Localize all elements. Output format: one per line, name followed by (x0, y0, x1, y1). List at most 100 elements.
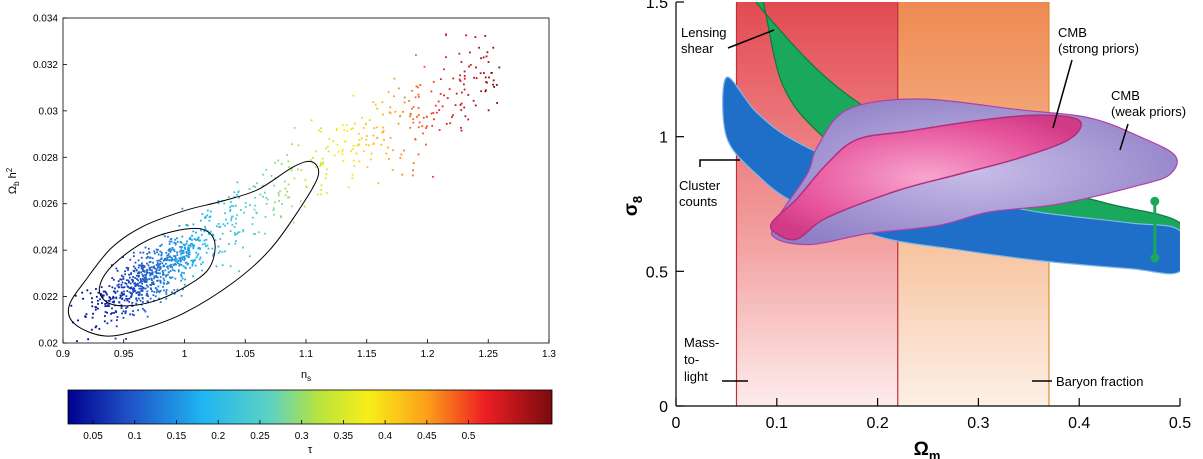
scatter-point (459, 74, 462, 77)
scatter-point (432, 111, 435, 114)
scatter-point (191, 234, 193, 237)
scatter-point (159, 265, 162, 268)
scatter-point (449, 122, 452, 125)
scatter-point (288, 196, 291, 199)
annotation-text: Baryon fraction (1056, 374, 1143, 389)
scatter-point (320, 189, 323, 191)
scatter-point (188, 251, 191, 254)
scatter-point (169, 255, 172, 258)
scatter-point (279, 215, 282, 218)
scatter-point (142, 287, 145, 290)
scatter-point (169, 270, 172, 272)
annotation-leader (699, 159, 740, 167)
scatter-point (212, 254, 214, 257)
scatter-point (185, 251, 188, 253)
scatter-point (434, 104, 437, 107)
scatter-point (185, 252, 188, 255)
scatter-point (437, 100, 440, 103)
scatter-point (376, 136, 379, 139)
scatter-point (153, 265, 155, 268)
scatter-point (138, 281, 141, 284)
scatter-point (163, 279, 166, 282)
scatter-point (174, 243, 177, 246)
scatter-point (162, 273, 165, 276)
scatter-point (193, 244, 196, 247)
scatter-point (127, 286, 130, 288)
scatter-point (277, 159, 280, 162)
scatter-point (484, 76, 487, 79)
scatter-point (149, 287, 152, 290)
scatter-point (475, 77, 478, 80)
scatter-point (452, 77, 455, 80)
scatter-point (412, 162, 415, 165)
scatter-point (105, 292, 108, 294)
scatter-point (160, 243, 163, 246)
scatter-point (393, 77, 396, 80)
scatter-point (232, 205, 235, 208)
scatter-point (156, 265, 159, 268)
scatter-point (191, 242, 193, 245)
scatter-point (314, 150, 317, 153)
scatter-point (155, 272, 158, 275)
scatter-point (132, 276, 135, 278)
scatter-point (164, 269, 167, 272)
scatter-point (236, 181, 239, 184)
scatter-point (342, 124, 344, 127)
scatter-point (187, 248, 190, 251)
scatter-point (133, 282, 136, 285)
scatter-point (305, 186, 308, 189)
scatter-point (454, 104, 457, 107)
scatter-point (166, 258, 169, 261)
scatter-point (191, 239, 193, 241)
scatter-point (417, 86, 419, 89)
scatter-point (101, 296, 104, 299)
scatter-point (185, 242, 188, 245)
scatter-point (138, 294, 140, 297)
scatter-point (151, 269, 153, 272)
scatter-point (242, 230, 245, 233)
scatter-point (157, 272, 159, 275)
scatter-point (243, 211, 245, 214)
scatter-point (147, 264, 150, 267)
scatter-point (200, 263, 203, 266)
scatter-point (180, 252, 183, 254)
scatter-point (117, 286, 120, 289)
scatter-point (159, 301, 162, 304)
scatter-point (342, 160, 344, 162)
scatter-point (167, 267, 170, 270)
scatter-point (251, 223, 254, 226)
scatter-point (469, 51, 471, 54)
scatter-point (198, 239, 201, 242)
scatter-point (112, 295, 115, 298)
scatter-point (229, 230, 232, 232)
scatter-point (277, 192, 280, 194)
scatter-point (183, 272, 185, 274)
scatter-point (168, 240, 171, 243)
scatter-point (352, 94, 355, 97)
scatter-point (123, 286, 126, 289)
scatter-point (208, 216, 211, 218)
scatter-point (166, 257, 169, 259)
scatter-point (115, 297, 118, 300)
scatter-point (155, 264, 158, 266)
scatter-point (182, 243, 185, 246)
scatter-point (110, 319, 113, 322)
scatter-point (414, 138, 417, 141)
y-tick-label: 1 (659, 130, 668, 147)
scatter-point (111, 301, 114, 303)
error-bar-cap (1150, 253, 1160, 263)
scatter-point (100, 286, 103, 289)
scatter-point (133, 288, 136, 290)
scatter-point (224, 224, 227, 227)
scatter-point (432, 80, 435, 83)
scatter-point (138, 297, 140, 300)
annotation-leader (727, 29, 775, 49)
scatter-point (181, 251, 184, 254)
scatter-point (173, 241, 176, 244)
scatter-point (401, 173, 404, 176)
scatter-point (125, 338, 127, 340)
scatter-point (153, 252, 156, 255)
scatter-point (347, 186, 350, 189)
scatter-point (389, 112, 392, 115)
colorbar-tick-label: 0.1 (128, 431, 142, 442)
